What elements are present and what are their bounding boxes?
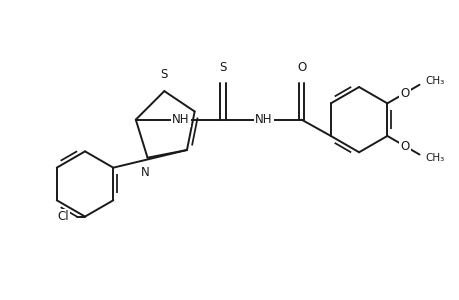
Text: CH₃: CH₃ [425,153,444,163]
Text: S: S [160,68,168,81]
Text: Cl: Cl [57,210,69,223]
Text: NH: NH [255,113,272,126]
Text: S: S [219,61,226,74]
Text: N: N [140,166,149,179]
Text: NH: NH [172,113,190,126]
Text: O: O [297,61,306,74]
Text: O: O [399,140,409,153]
Text: O: O [399,87,409,100]
Text: CH₃: CH₃ [425,76,444,86]
